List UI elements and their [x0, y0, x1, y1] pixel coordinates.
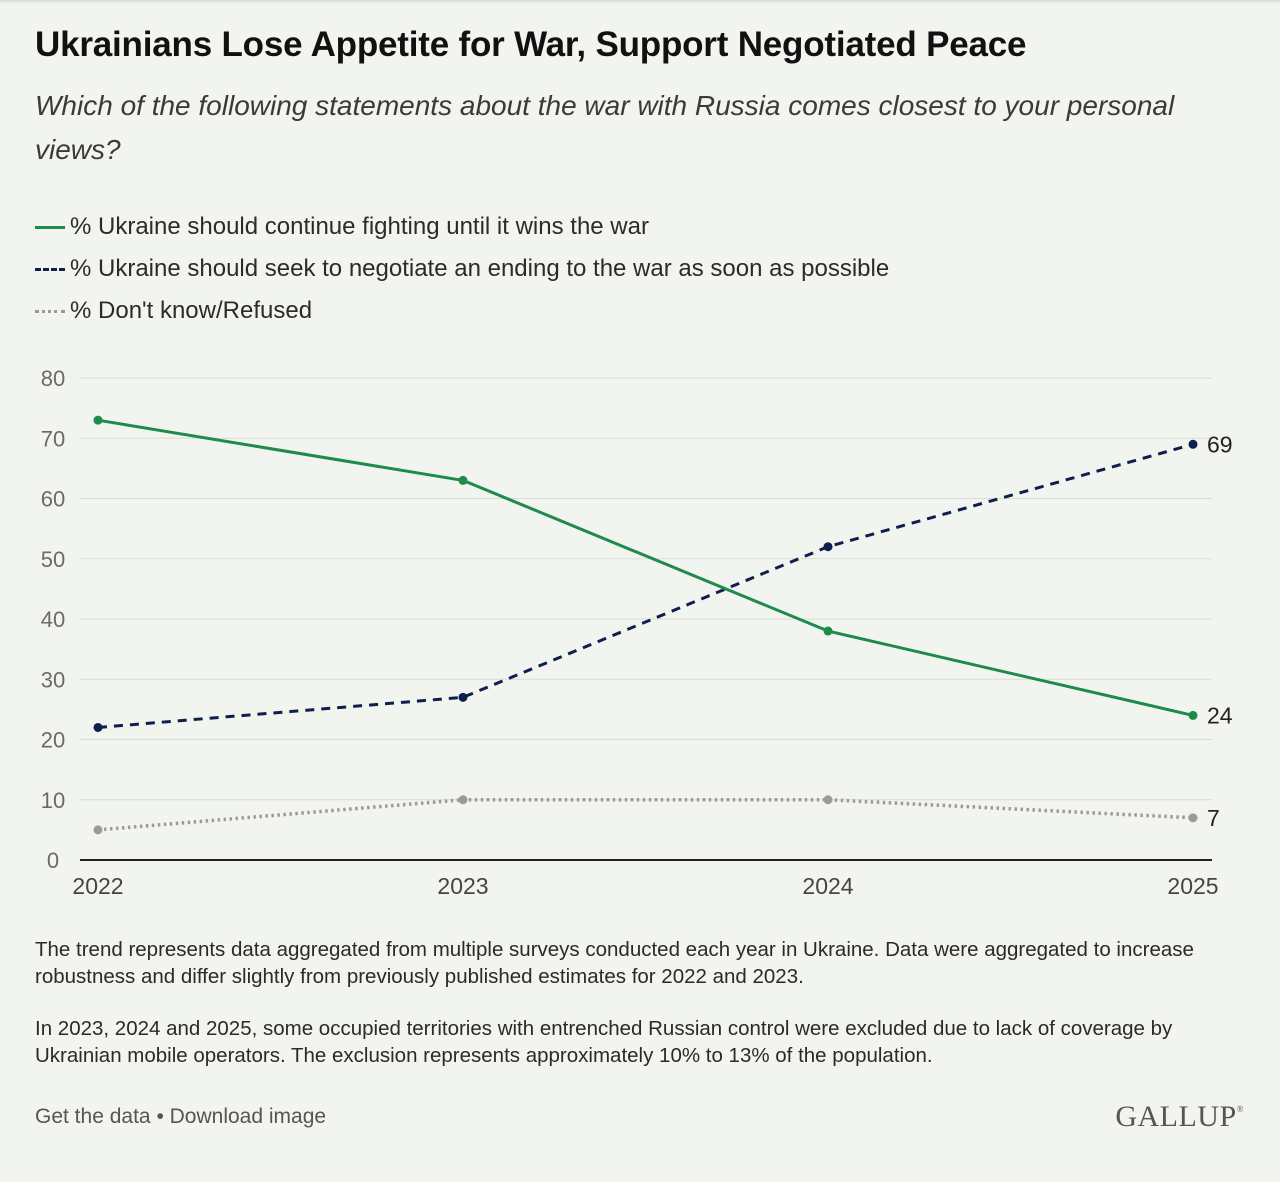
legend-item-continue-fighting: % Ukraine should continue fighting until… [35, 206, 1235, 248]
data-point [458, 795, 468, 805]
footnote-exclusion: In 2023, 2024 and 2025, some occupied te… [35, 1017, 1173, 1067]
data-point [823, 542, 833, 552]
footnote-aggregation: The trend represents data aggregated fro… [35, 938, 1194, 988]
legend-item-negotiate: % Ukraine should seek to negotiate an en… [35, 248, 1235, 290]
y-tick-label: 10 [41, 788, 65, 813]
get-data-link[interactable]: Get the data [35, 1105, 151, 1128]
legend-label: % Don't know/Refused [70, 297, 313, 324]
y-tick-label: 80 [41, 366, 65, 391]
chart-title: Ukrainians Lose Appetite for War, Suppor… [35, 25, 1027, 64]
data-point [1188, 710, 1198, 720]
y-tick-label: 70 [41, 426, 65, 451]
y-tick-label: 40 [41, 607, 65, 632]
data-point [93, 825, 103, 835]
x-tick-label: 2023 [437, 873, 488, 899]
legend-swatch-dotted [35, 309, 65, 313]
y-tick-label: 30 [41, 667, 65, 692]
footer-separator: • [156, 1105, 164, 1128]
x-tick-label: 2025 [1167, 873, 1218, 899]
gallup-logo: GALLUP® [1115, 1100, 1244, 1134]
data-point [823, 626, 833, 636]
line-chart: 0 10 20 30 40 50 60 70 80 2022 2023 2024 2025 7 69 24 [0, 355, 1280, 915]
end-value-label: 69 [1207, 431, 1233, 457]
data-point [458, 475, 468, 485]
legend-item-dont-know: % Don't know/Refused [35, 290, 1235, 332]
gallup-wordmark: GALLUP [1115, 1100, 1237, 1133]
data-point [458, 692, 468, 702]
data-point [1188, 439, 1198, 449]
top-shadow [0, 0, 1280, 4]
series-line [97, 442, 1194, 729]
series-line [97, 798, 1194, 832]
footer-links: Get the data • Download image [35, 1105, 326, 1129]
y-tick-label: 60 [41, 487, 65, 512]
legend: % Ukraine should continue fighting until… [35, 206, 1235, 332]
legend-swatch-solid [35, 225, 65, 229]
x-tick-label: 2024 [802, 873, 853, 899]
data-point [93, 722, 103, 732]
end-value-label: 7 [1207, 805, 1220, 831]
chart-svg: 0 10 20 30 40 50 60 70 80 2022 2023 2024 2025 7 69 24 [41, 366, 1233, 899]
series-line [97, 418, 1194, 717]
registered-mark: ® [1236, 1104, 1244, 1114]
y-tick-label: 0 [47, 848, 59, 873]
end-value-label: 24 [1207, 702, 1233, 728]
y-tick-label: 20 [41, 728, 65, 753]
legend-label: % Ukraine should continue fighting until… [70, 213, 649, 240]
chart-subtitle: Which of the following statements about … [35, 90, 1175, 165]
download-image-link[interactable]: Download image [169, 1105, 327, 1128]
data-point [93, 415, 103, 425]
legend-label: % Ukraine should seek to negotiate an en… [70, 255, 890, 282]
legend-swatch-dashed [35, 267, 65, 271]
x-tick-label: 2022 [72, 873, 123, 899]
data-point [823, 795, 833, 805]
data-point [1188, 813, 1198, 823]
y-tick-label: 50 [41, 547, 65, 572]
